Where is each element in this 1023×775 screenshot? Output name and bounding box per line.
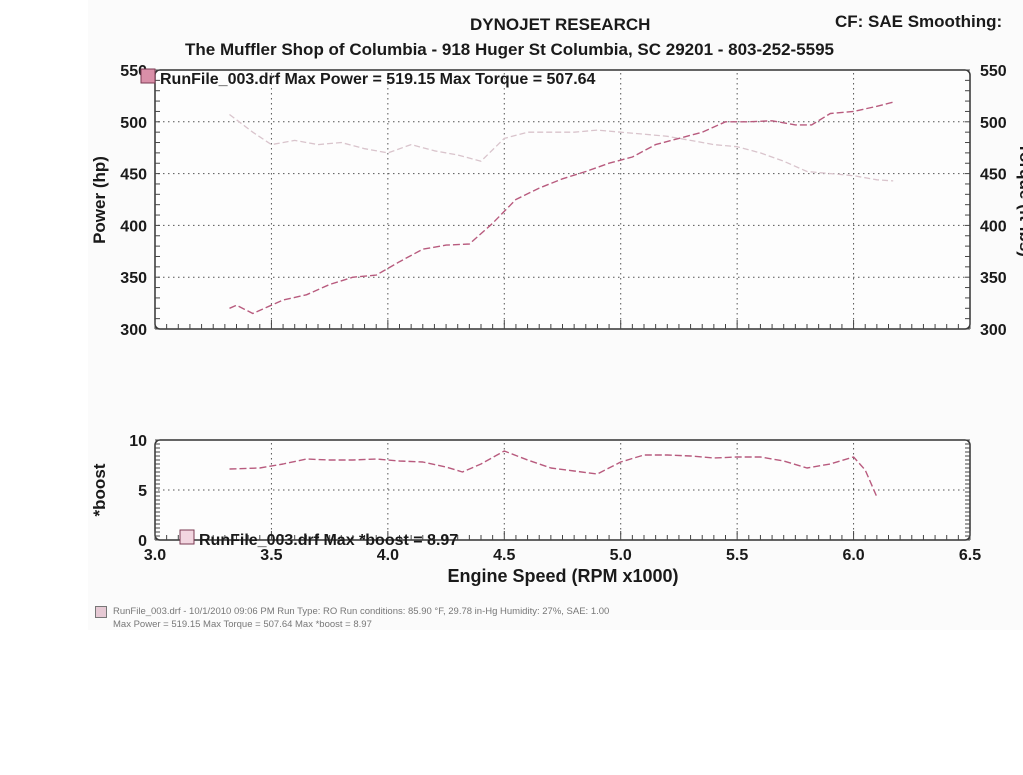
footer-max-values: Max Power = 519.15 Max Torque = 507.64 M… [113, 619, 372, 630]
y-tick-label-right: 450 [980, 167, 1007, 184]
brand-title: DYNOJET RESEARCH [470, 15, 651, 34]
y-tick-label-right: 550 [980, 63, 1007, 80]
legend-swatch-boost [179, 529, 195, 545]
x-tick-label: 3.0 [144, 547, 166, 564]
y-tick-label-left: 400 [120, 218, 147, 235]
y-tick-label-boost: 0 [138, 533, 147, 550]
plot-frame-boost [154, 439, 971, 541]
legend-text-boost: RunFile_003.drf Max *boost = 8.97 [199, 532, 458, 549]
y-tick-label-right: 500 [980, 115, 1007, 132]
y-tick-label-left: 550 [120, 63, 147, 80]
x-tick-label: 4.5 [493, 547, 515, 564]
y-tick-label-left: 500 [120, 115, 147, 132]
legend-swatch-power [140, 68, 156, 84]
series-line-boost [229, 450, 878, 498]
x-axis-label: Engine Speed (RPM x1000) [447, 566, 678, 586]
y-tick-label-right: 300 [980, 322, 1007, 339]
y-tick-label-boost: 10 [129, 433, 147, 450]
legend-text-power: RunFile_003.drf Max Power = 519.15 Max T… [160, 71, 596, 88]
x-tick-label: 5.0 [610, 547, 632, 564]
y-tick-label-right: 350 [980, 270, 1007, 287]
cf-smoothing-label: CF: SAE Smoothing: [835, 12, 1003, 31]
footer-legend-swatch [95, 606, 107, 618]
y-axis-label-boost: *boost [90, 463, 109, 516]
x-tick-label: 5.5 [726, 547, 748, 564]
y-tick-label-left: 450 [120, 167, 147, 184]
series-line-torque [229, 113, 894, 182]
y-axis-label-power: Power (hp) [90, 156, 109, 244]
shop-title: The Muffler Shop of Columbia - 918 Huger… [185, 40, 834, 59]
x-tick-label: 4.0 [377, 547, 399, 564]
x-tick-label: 6.0 [842, 547, 864, 564]
y-tick-label-left: 350 [120, 270, 147, 287]
series-line-power [229, 101, 894, 315]
x-tick-label: 3.5 [260, 547, 282, 564]
footer-run-info: RunFile_003.drf - 10/1/2010 09:06 PM Run… [113, 606, 610, 617]
y-axis-label-torque: Torque (ft-lbs) [1016, 143, 1023, 257]
y-tick-label-boost: 5 [138, 483, 147, 500]
plot-frame-power [154, 69, 971, 330]
x-tick-label: 6.5 [959, 547, 981, 564]
y-tick-label-right: 400 [980, 218, 1007, 235]
y-tick-label-left: 300 [120, 322, 147, 339]
